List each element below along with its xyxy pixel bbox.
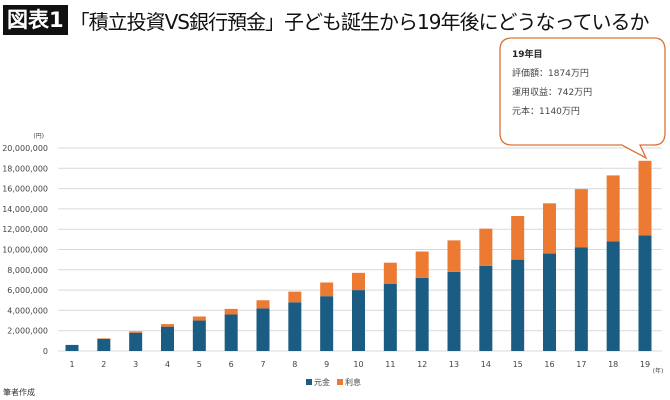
- y-tick-label: 10,000,000: [2, 246, 48, 255]
- legend-label-interest: 利息: [345, 377, 361, 387]
- x-tick-label: 5: [197, 360, 202, 369]
- legend-swatch-principal: [306, 379, 312, 385]
- x-tick-label: 17: [576, 360, 586, 369]
- bar-interest: [511, 216, 525, 260]
- x-tick-label: 18: [608, 360, 618, 369]
- y-tick-label: 12,000,000: [2, 225, 48, 234]
- callout-bubble: [499, 37, 666, 160]
- bar-interest: [256, 300, 270, 309]
- source-note: 筆者作成: [3, 388, 35, 397]
- bar-interest: [320, 282, 334, 297]
- y-tick-label: 4,000,000: [7, 306, 48, 315]
- bar-interest: [415, 251, 429, 278]
- x-tick-label: 11: [385, 360, 395, 369]
- bar-principal: [192, 320, 206, 351]
- x-tick-label: 2: [101, 360, 106, 369]
- x-tick-label: 19: [640, 360, 650, 369]
- bar-principal: [638, 235, 652, 351]
- x-tick-label: 3: [133, 360, 138, 369]
- title-text: 「積立投資VS銀行預金」子ども誕生から19年後にどうなっているか: [69, 9, 650, 34]
- callout-text: 19年目 評価額：1874万円 運用収益：742万円 元本：1140万円: [512, 46, 592, 122]
- y-axis-unit: (円): [33, 133, 44, 140]
- bar-interest: [129, 331, 143, 333]
- bar-principal: [447, 271, 461, 351]
- bar-principal: [320, 296, 334, 351]
- bar-principal: [352, 290, 365, 351]
- bar-principal: [288, 302, 302, 351]
- bar-principal: [543, 253, 556, 351]
- x-tick-label: 7: [260, 360, 265, 369]
- bar-interest: [574, 189, 588, 248]
- x-tick-label: 12: [417, 360, 427, 369]
- y-tick-label: 14,000,000: [2, 205, 48, 214]
- x-tick-label: 8: [292, 360, 297, 369]
- bar-interest: [383, 262, 397, 285]
- y-tick-label: 20,000,000: [2, 144, 48, 153]
- x-tick-label: 13: [449, 360, 459, 369]
- y-tick-label: 18,000,000: [2, 164, 48, 173]
- bar-interest: [224, 308, 238, 315]
- bar-principal: [574, 247, 588, 351]
- callout-value: 評価額：1874万円: [512, 69, 589, 79]
- y-tick-label: 0: [43, 347, 48, 356]
- y-tick-label: 2,000,000: [7, 327, 48, 336]
- callout-gain: 運用収益：742万円: [512, 88, 593, 98]
- bar-principal: [415, 277, 429, 351]
- legend-swatch-interest: [337, 379, 343, 385]
- x-tick-label: 1: [69, 360, 74, 369]
- bar-interest: [606, 175, 620, 242]
- bar-principal: [606, 241, 620, 351]
- bar-interest: [161, 324, 174, 327]
- x-tick-label: 6: [229, 360, 234, 369]
- callout-heading: 19年目: [512, 50, 543, 60]
- bar-principal: [256, 308, 270, 351]
- callout-principal: 元本：1140万円: [512, 107, 580, 117]
- bar-principal: [383, 284, 397, 351]
- bar-principal: [224, 314, 238, 351]
- bar-interest: [352, 272, 365, 291]
- bar-interest: [192, 316, 206, 321]
- x-tick-label: 10: [353, 360, 363, 369]
- bar-principal: [129, 332, 143, 351]
- y-tick-label: 16,000,000: [2, 185, 48, 194]
- bar-interest: [97, 338, 111, 339]
- bar-principal: [161, 326, 174, 351]
- bar-interest: [479, 228, 493, 266]
- bar-interest: [638, 160, 652, 236]
- x-tick-label: 4: [165, 360, 170, 369]
- x-tick-label: 15: [513, 360, 523, 369]
- x-axis-unit: (年): [653, 367, 664, 375]
- chart-title: 図表1 「積立投資VS銀行預金」子ども誕生から19年後にどうなっているか: [3, 4, 650, 36]
- bar-interest: [288, 291, 302, 303]
- bar-principal: [511, 259, 525, 351]
- bar-principal: [65, 344, 79, 351]
- bar-interest: [447, 240, 461, 272]
- figure-tag: 図表1: [3, 5, 68, 35]
- x-tick-label: 14: [481, 360, 491, 369]
- y-tick-label: 6,000,000: [7, 286, 48, 295]
- bar-interest: [543, 203, 556, 254]
- legend-label-principal: 元金: [314, 377, 330, 387]
- x-tick-label: 16: [544, 360, 554, 369]
- y-tick-label: 8,000,000: [7, 266, 48, 275]
- bar-principal: [97, 338, 111, 351]
- x-tick-label: 9: [324, 360, 329, 369]
- bar-principal: [479, 265, 493, 351]
